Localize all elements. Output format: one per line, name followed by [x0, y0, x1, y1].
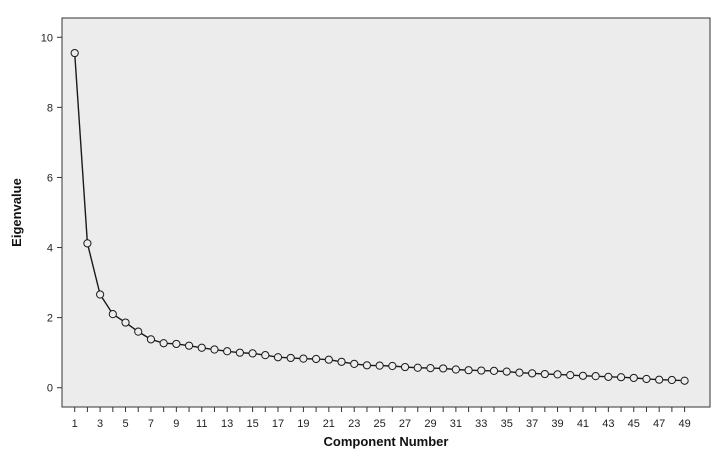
- x-axis: 1 3 5 7 9 11 13 15 17 19 21 23 25 27 29 31 33 35 37 39 41 43 4…: [72, 407, 691, 430]
- x-tick-label: 31: [450, 418, 462, 430]
- x-tick-label: 1: [72, 418, 78, 430]
- data-point: [337, 357, 346, 366]
- x-tick-label: 19: [297, 418, 309, 430]
- y-tick-label: 10: [41, 32, 53, 44]
- data-point: [375, 361, 384, 370]
- x-tick-label: 5: [122, 418, 128, 430]
- x-tick-label: 45: [628, 418, 640, 430]
- y-tick-label: 0: [47, 383, 53, 395]
- x-tick-label: 13: [221, 418, 233, 430]
- data-point: [528, 369, 537, 378]
- data-point: [426, 364, 435, 373]
- y-tick-label: 8: [47, 102, 53, 114]
- data-point: [578, 371, 588, 380]
- data-point: [413, 363, 422, 372]
- x-tick-label: 7: [148, 418, 154, 430]
- y-axis: 0 2 4 6 8 10: [41, 32, 62, 395]
- data-point: [591, 372, 600, 381]
- data-point: [159, 339, 168, 348]
- data-point: [273, 353, 283, 362]
- x-tick-label: 43: [602, 418, 614, 430]
- data-point: [312, 354, 321, 364]
- data-point: [172, 339, 181, 349]
- data-point: [70, 48, 79, 58]
- y-tick-label: 4: [47, 243, 53, 255]
- x-tick-label: 33: [475, 418, 487, 430]
- data-point: [489, 366, 499, 376]
- x-tick-label: 41: [577, 418, 589, 430]
- data-point: [261, 351, 270, 360]
- x-tick-label: 21: [323, 418, 335, 430]
- data-point: [108, 310, 117, 319]
- data-point: [680, 376, 689, 385]
- x-tick-label: 25: [374, 418, 386, 430]
- y-axis-title: Eigenvalue: [9, 178, 24, 247]
- data-point: [388, 361, 397, 371]
- x-tick-label: 49: [678, 418, 690, 430]
- data-point: [235, 348, 244, 357]
- x-tick-label: 35: [501, 418, 513, 430]
- data-point: [616, 373, 626, 382]
- data-point: [184, 341, 194, 350]
- plot-area: [61, 17, 711, 408]
- data-point: [324, 355, 333, 364]
- x-tick-label: 29: [424, 418, 436, 430]
- x-tick-label: 27: [399, 418, 411, 430]
- data-point: [248, 349, 257, 358]
- x-axis-title: Component Number: [324, 434, 449, 449]
- data-point: [350, 359, 359, 368]
- data-point: [515, 368, 524, 377]
- x-tick-label: 23: [348, 418, 360, 430]
- data-point: [197, 343, 206, 352]
- data-point: [439, 364, 448, 373]
- x-tick-label: 17: [272, 418, 284, 430]
- x-tick-label: 47: [653, 418, 665, 430]
- data-point: [477, 366, 486, 375]
- x-tick-label: 37: [526, 418, 538, 430]
- data-point: [451, 365, 460, 374]
- data-point: [134, 327, 143, 336]
- data-point: [464, 366, 473, 375]
- data-point: [553, 370, 562, 379]
- data-point: [604, 372, 613, 381]
- data-point: [566, 371, 575, 380]
- data-point: [502, 367, 511, 376]
- x-tick-label: 11: [196, 418, 207, 430]
- data-point: [642, 374, 651, 384]
- data-point: [210, 345, 219, 354]
- series-layer: [70, 48, 689, 385]
- y-tick-label: 2: [47, 313, 53, 325]
- data-point: [121, 318, 130, 327]
- x-tick-label: 9: [173, 418, 179, 430]
- data-point: [540, 369, 549, 379]
- data-point: [362, 361, 372, 370]
- data-point: [629, 373, 638, 383]
- data-point: [146, 335, 156, 344]
- data-point: [83, 239, 92, 248]
- data-point: [655, 375, 664, 384]
- x-tick-label: 15: [246, 418, 258, 430]
- data-point: [400, 362, 410, 372]
- data-point: [299, 354, 308, 363]
- x-tick-label: 3: [97, 418, 103, 430]
- data-point: [96, 290, 105, 299]
- y-tick-label: 6: [47, 172, 53, 184]
- x-tick-label: 39: [551, 418, 563, 430]
- data-point: [223, 347, 232, 356]
- data-point: [667, 375, 676, 385]
- data-point: [286, 353, 295, 363]
